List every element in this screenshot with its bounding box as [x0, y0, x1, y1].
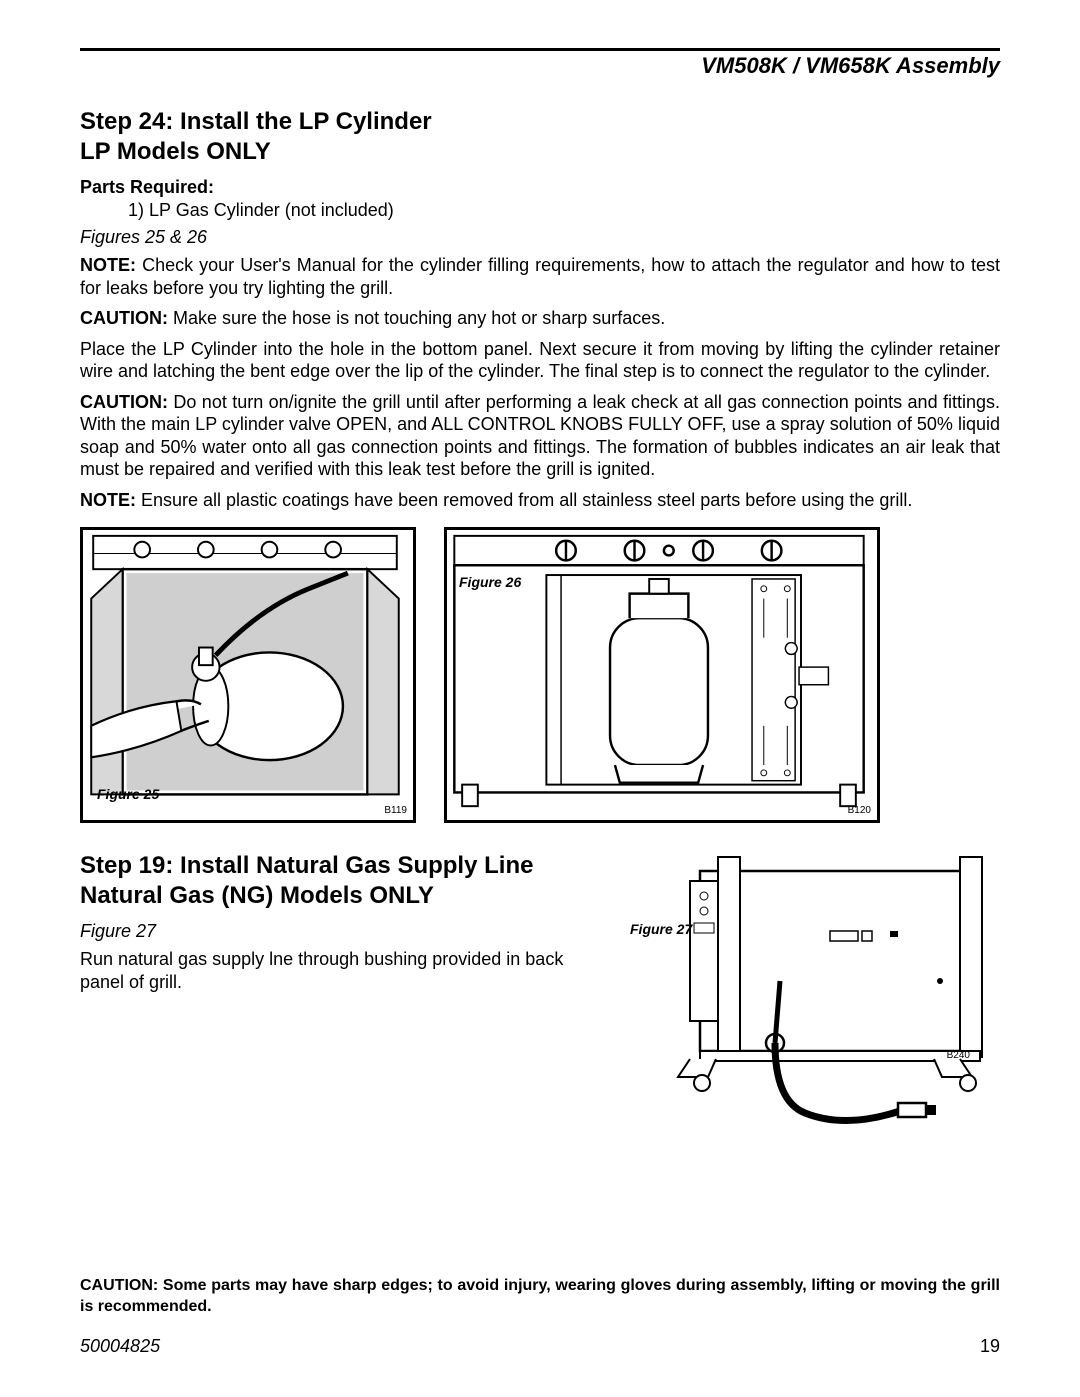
- header-rule: [80, 48, 1000, 51]
- step19-title: Step 19: Install Natural Gas Supply Line…: [80, 851, 606, 911]
- figure-27-illustration: [630, 851, 1000, 1141]
- step24-caution2: CAUTION: Do not turn on/ignite the grill…: [80, 391, 1000, 481]
- caution2-text: Do not turn on/ignite the grill until af…: [80, 392, 1000, 480]
- footer-docnum: 50004825: [80, 1336, 160, 1357]
- step24-figures-ref: Figures 25 & 26: [80, 227, 1000, 248]
- figure-25-illustration: [83, 530, 407, 814]
- note-label: NOTE:: [80, 490, 136, 510]
- note2-text: Ensure all plastic coatings have been re…: [136, 490, 912, 510]
- step24-title: Step 24: Install the LP Cylinder LP Mode…: [80, 107, 1000, 167]
- footer-caution: CAUTION: Some parts may have sharp edges…: [80, 1276, 1000, 1318]
- footer-pagenum: 19: [980, 1336, 1000, 1357]
- step24-note2: NOTE: Ensure all plastic coatings have b…: [80, 489, 1000, 512]
- step24-para1: Place the LP Cylinder into the hole in t…: [80, 338, 1000, 383]
- parts-required-label: Parts Required:: [80, 177, 1000, 198]
- step19-para: Run natural gas supply lne through bushi…: [80, 948, 606, 993]
- step24-title-line1: Step 24: Install the LP Cylinder: [80, 108, 432, 135]
- step19-title-line1: Step 19: Install Natural Gas Supply Line: [80, 852, 533, 879]
- caution-label: CAUTION:: [80, 308, 168, 328]
- figure-25-code: B119: [384, 805, 407, 816]
- step19-block: Step 19: Install Natural Gas Supply Line…: [80, 851, 1000, 1141]
- figure-26-illustration: [447, 530, 871, 814]
- caution1-text: Make sure the hose is not touching any h…: [168, 308, 665, 328]
- figure-27: Figure 27 B240: [630, 851, 1000, 1141]
- figure-27-code: B240: [947, 1050, 970, 1061]
- figure-26-code: B120: [848, 805, 871, 816]
- page-footer: CAUTION: Some parts may have sharp edges…: [80, 1276, 1000, 1357]
- caution-label: CAUTION:: [80, 392, 168, 412]
- step19-title-line2: Natural Gas (NG) Models ONLY: [80, 882, 434, 909]
- note-label: NOTE:: [80, 255, 136, 275]
- figure-25-label: Figure 25: [97, 786, 159, 802]
- step24-title-line2: LP Models ONLY: [80, 138, 271, 165]
- figure-25: Figure 25 B119: [80, 527, 416, 823]
- figures-row-1: Figure 25 B119: [80, 527, 1000, 823]
- step24-note1: NOTE: Check your User's Manual for the c…: [80, 254, 1000, 299]
- header-title: VM508K / VM658K Assembly: [80, 53, 1000, 79]
- figure-27-label: Figure 27: [630, 921, 692, 937]
- step24-caution1: CAUTION: Make sure the hose is not touch…: [80, 307, 1000, 330]
- parts-required-item: 1) LP Gas Cylinder (not included): [128, 200, 1000, 221]
- figure-26-label: Figure 26: [459, 574, 521, 590]
- figure-26: Figure 26 B120: [444, 527, 880, 823]
- note1-text: Check your User's Manual for the cylinde…: [80, 255, 1000, 298]
- step19-figure-ref: Figure 27: [80, 921, 606, 942]
